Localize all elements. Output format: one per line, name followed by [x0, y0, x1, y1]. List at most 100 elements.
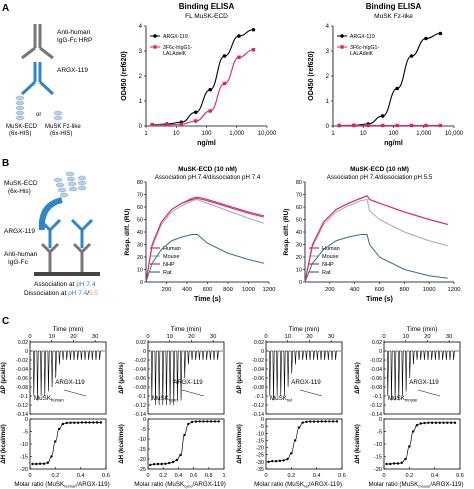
itc-cyno-time-label: Time (min): [171, 326, 202, 333]
spr-55-legend-label: NHP: [322, 262, 334, 268]
itc-human-dp-tick-label: -0.1: [19, 394, 28, 400]
itc-cyno-dh-tick-label: -25: [138, 467, 146, 473]
spr-74-title: MuSK-ECD (10 nM): [178, 166, 237, 173]
itc-mouse-inset-musk: MuSKmouse: [388, 395, 418, 403]
elisa-fl-point: [208, 87, 212, 92]
itc-human-dp-tick-label: -0.12: [16, 403, 28, 409]
itc-cyno-ratio-tick-label: 0.6: [190, 473, 198, 479]
elisa-fl-point: [194, 119, 198, 123]
itc-mouse-ratio-tick-label: 0.4: [431, 473, 439, 479]
itc-cyno-dh-tick-label: -5: [141, 427, 146, 433]
spr-74-xtick-label: 1200: [263, 287, 276, 293]
spr-74-legend-label: NHP: [163, 262, 175, 268]
itc-human-ratio-label: Molar ratio (MuSKhuman/ARGX-119): [14, 481, 109, 489]
itc-mouse-dp-tick-label: 0: [379, 349, 382, 355]
itc-mouse-inset-musk-base: MuSK: [388, 395, 406, 402]
itc-human-ratio-tick-label: 0: [28, 473, 31, 479]
itc-cyno-dp-tick-label: -0.1: [137, 394, 146, 400]
schematic-b: MuSK-ECD (6x-His) ARGX-119 Anti-human Ig…: [4, 171, 100, 297]
elisa-fz-title: Binding ELISA: [366, 2, 422, 11]
itc-rat-fit-line: [268, 421, 337, 463]
binding-arrow-icon: [38, 197, 63, 231]
argx-antibody-icons-b: [38, 218, 94, 248]
itc-rat-isotherm-point: [328, 420, 331, 423]
elisa-fl-ytick-label: 3: [139, 49, 143, 55]
itc-rat-isotherm-point: [324, 420, 327, 423]
itc-rat-dp-tick-label: -0.06: [252, 376, 264, 382]
itc-rat-isotherm-point: [274, 459, 278, 463]
argx-b-label: ARGX-119: [4, 228, 35, 235]
elisa-fz-xtick-label: 1,000: [416, 131, 432, 137]
elisa-fz-point: [395, 86, 399, 91]
itc-mouse-dp-tick-label: -0.02: [370, 358, 382, 364]
itc-human-isotherm-point: [31, 462, 34, 466]
itc-cyno-isotherm-point: [164, 462, 167, 465]
itc-mouse-dp-tick-label: -0.1: [373, 394, 382, 400]
itc-human-isotherm-point: [42, 462, 46, 465]
itc-mouse-isotherm-point: [453, 421, 457, 424]
itc-cyno-ratio-tick-label: 0: [146, 473, 149, 479]
itc-human-isotherm-point: [50, 455, 53, 458]
elisa-fl-point: [222, 54, 227, 58]
itc-mouse-ratio-tick-label: 0.6: [456, 473, 464, 479]
itc-human-isotherm-point: [54, 440, 57, 443]
itc-cyno-isotherm-point: [171, 460, 175, 464]
elisa-fl-point: [222, 81, 227, 86]
elisa-fz-point: [337, 123, 341, 128]
elisa-fl-point: [150, 123, 154, 127]
itc-rat-time-tick-label: 20: [306, 334, 312, 340]
elisa-fz-point: [395, 123, 399, 128]
itc-cyno-isotherm-point: [206, 420, 209, 423]
itc-mouse-isotherm-point: [392, 462, 396, 465]
schematic-a: Anti-human IgG-Fc HRP ARGX-119 or MuSK-E…: [6, 24, 92, 137]
itc-cyno-ratio-tick-label: 1: [222, 473, 225, 479]
spr-74-xtick-label: 1000: [242, 287, 255, 293]
itc-cyno-time-tick-label: 10: [166, 334, 172, 340]
spr-74-legend-label: Mouse: [163, 254, 180, 260]
elisa-fl-ytick-label: 1: [139, 99, 143, 105]
itc-mouse-thermogram: [385, 350, 459, 401]
elisa-fz-xtick-label: 100: [388, 131, 399, 137]
itc-cyno-dp-tick-label: -0.14: [134, 412, 146, 418]
ecd-label-1: MuSK-ECD: [6, 124, 38, 130]
spr-55-ytick-label: 30: [296, 243, 302, 249]
elisa-fl-point: [165, 123, 169, 127]
elisa-fl-legend-label: 3F6c-hIgG1-: [163, 45, 192, 51]
itc-rat-isotherm-point: [271, 459, 274, 463]
elisa-fl-series-line: [152, 29, 254, 126]
itc-mouse-isotherm-point: [438, 421, 441, 424]
elisa-fl-legend-marker: [153, 45, 157, 49]
itc-rat-dp-tick-label: 0: [261, 349, 264, 355]
itc-rat-time-tick-label: 10: [284, 334, 290, 340]
itc-human-thermogram: [31, 350, 105, 401]
spr-55-title: MuSK-ECD (10 nM): [350, 166, 409, 173]
itc-human-dh-label: ΔH (kcal/mol): [0, 424, 7, 464]
itc-rat-inset-musk: MuSKrat: [270, 395, 293, 403]
itc-cyno-ratio-label-index: cyno: [184, 484, 193, 489]
itc-mouse-isotherm-point: [396, 462, 400, 465]
itc-human-dp-tick-label: -0.02: [16, 358, 28, 364]
elisa-fl-point: [251, 27, 256, 32]
itc-mouse-inset-argx: ARGX-119: [409, 379, 439, 386]
itc-cyno-dp-tick-label: 0: [143, 349, 146, 355]
itc-cyno-isotherm-point: [168, 461, 171, 465]
itc-cyno-isotherm-point: [194, 420, 198, 423]
itc-human-inset-musk-base: MuSK: [34, 395, 52, 402]
itc-rat-bottom-frame: [265, 418, 343, 470]
spr-55-ytick-label: 0: [299, 280, 302, 286]
itc-mouse-isotherm-point: [449, 421, 453, 424]
elisa-fz-xtick-label: 10: [360, 131, 367, 137]
itc-human-dh-tick-label: -20: [20, 467, 28, 473]
itc-rat-isotherm-point: [331, 420, 335, 423]
itc-rat-dp-tick-label: -0.08: [252, 385, 264, 391]
elisa-fz-ylabel: OD450 (ref620): [308, 51, 315, 100]
itc-human-dh-tick-label: 0: [25, 417, 28, 423]
itc-rat-ratio-label: Molar ratio (MuSKrat/ARGX-119): [254, 481, 342, 489]
itc-mouse-ratio-label-index: mouse: [418, 484, 431, 489]
spr-55-legend-label: Human: [322, 246, 340, 252]
itc-mouse-time-tick-label: 10: [402, 334, 408, 340]
elisa-fz-legend-label: LALAdelK: [350, 51, 374, 57]
spr-74-ytick-label: 50: [137, 218, 143, 224]
itc-human-inset-argx: ARGX-119: [55, 379, 85, 386]
itc-human-isotherm-point: [38, 462, 42, 465]
